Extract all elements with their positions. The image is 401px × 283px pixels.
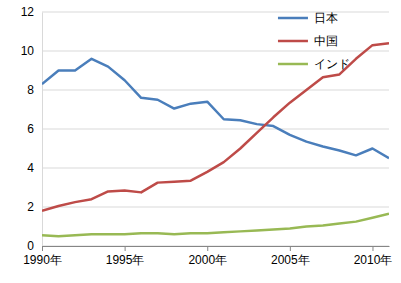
legend-key (278, 17, 308, 20)
x-tick: 2000年 (188, 246, 227, 267)
y-tick-label: 2 (27, 200, 34, 214)
y-tick-label: 6 (27, 122, 34, 136)
legend-label: 中国 (314, 34, 338, 48)
y-tick: 8 (27, 83, 42, 97)
y-tick-label: 10 (21, 44, 35, 58)
x-tick-mark (42, 246, 43, 251)
x-tick-mark (125, 246, 126, 251)
legend-item: 日本 (278, 11, 338, 25)
x-tick-label: 2005年 (271, 253, 310, 267)
y-tick: 2 (27, 200, 42, 214)
series-line (42, 214, 389, 236)
x-tick-mark (372, 246, 373, 251)
y-tick: 0 (27, 239, 42, 253)
y-tick: 6 (27, 122, 42, 136)
y-tick-label: 4 (27, 161, 34, 175)
y-tick: 12 (21, 5, 42, 19)
y-axis: 0 2 4 6 8 10 12 (21, 5, 43, 253)
y-tick: 4 (27, 161, 42, 175)
grid-line (42, 129, 389, 130)
x-tick-label: 1995年 (106, 253, 145, 267)
y-tick-label: 8 (27, 83, 34, 97)
grid-line (42, 207, 389, 208)
x-tick-mark (290, 246, 291, 251)
y-tick-label: 0 (27, 239, 34, 253)
x-axis-line (43, 246, 390, 247)
legend-item: インド (278, 57, 350, 71)
x-tick: 1995年 (106, 246, 145, 267)
y-tick-label: 12 (21, 5, 35, 19)
x-axis: 1990年 1995年 2000年 2005年 2010年 (23, 246, 392, 267)
legend-key (278, 40, 308, 43)
legend-item: 中国 (278, 34, 338, 48)
x-tick-label: 2010年 (354, 253, 393, 267)
grid-line (42, 246, 389, 247)
plot: 0 2 4 6 8 10 12 1990年 1995年 2000年 2005年 2010年 日本中国イン… (21, 5, 393, 266)
x-tick-mark (207, 246, 208, 251)
grid-line (42, 90, 389, 91)
legend-label: インド (314, 57, 350, 71)
x-tick: 2005年 (271, 246, 310, 267)
grid-line (42, 51, 389, 52)
grid (42, 12, 389, 246)
x-tick: 2010年 (354, 246, 393, 267)
x-tick: 1990年 (23, 246, 62, 267)
legend: 日本中国インド (278, 11, 350, 71)
chart: 0 2 4 6 8 10 12 1990年 1995年 2000年 2005年 2010年 日本中国イン… (0, 0, 401, 283)
legend-label: 日本 (314, 11, 338, 25)
x-tick-label: 1990年 (23, 253, 62, 267)
series-group (42, 43, 389, 236)
x-tick-label: 2000年 (188, 253, 227, 267)
legend-key (278, 63, 308, 66)
y-tick: 10 (21, 44, 42, 58)
series-line (42, 43, 389, 211)
